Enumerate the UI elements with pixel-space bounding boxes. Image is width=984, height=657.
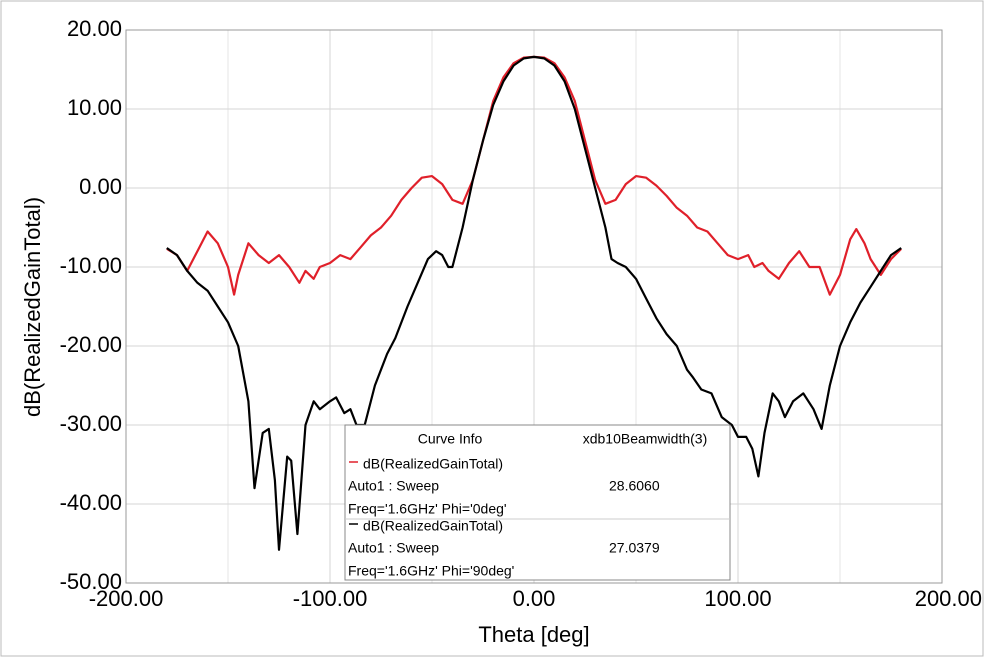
- legend-entry: dB(RealizedGainTotal): [363, 518, 503, 534]
- y-axis-label: dB(RealizedGainTotal): [20, 197, 45, 417]
- legend-entry: dB(RealizedGainTotal): [363, 456, 503, 472]
- legend-value: 28.6060: [609, 478, 660, 494]
- legend-context: Freq='1.6GHz' Phi='90deg': [348, 563, 514, 579]
- legend-sweep: Auto1 : Sweep: [348, 478, 439, 494]
- y-tick-label: -30.00: [60, 411, 122, 436]
- legend-box: [344, 424, 731, 581]
- legend-sweep: Auto1 : Sweep: [348, 540, 439, 556]
- x-axis-label: Theta [deg]: [478, 622, 589, 647]
- y-tick-label: -50.00: [60, 569, 122, 594]
- legend-header: Curve Info: [418, 431, 483, 447]
- legend-header: xdb10Beamwidth(3): [583, 431, 708, 447]
- x-tick-label: -100.00: [293, 586, 368, 611]
- legend-context: Freq='1.6GHz' Phi='0deg': [348, 501, 507, 517]
- x-tick-label: 100.00: [704, 586, 771, 611]
- legend: Curve Info xdb10Beamwidth(3) dB(RealizedGa…: [344, 424, 731, 581]
- y-tick-label: 10.00: [67, 95, 122, 120]
- plot-area: [125, 29, 943, 584]
- y-tick-label: -20.00: [60, 332, 122, 357]
- x-tick-label: -200.00: [89, 586, 164, 611]
- x-tick-label: 0.00: [513, 586, 556, 611]
- series-line: [166, 55, 902, 551]
- y-tick-label: -10.00: [60, 253, 122, 278]
- legend-value: 27.0379: [609, 540, 660, 556]
- y-tick-label: -40.00: [60, 490, 122, 515]
- x-tick-label: 200.00: [915, 586, 982, 611]
- y-tick-label: 20.00: [67, 16, 122, 41]
- y-tick-label: 0.00: [79, 174, 122, 199]
